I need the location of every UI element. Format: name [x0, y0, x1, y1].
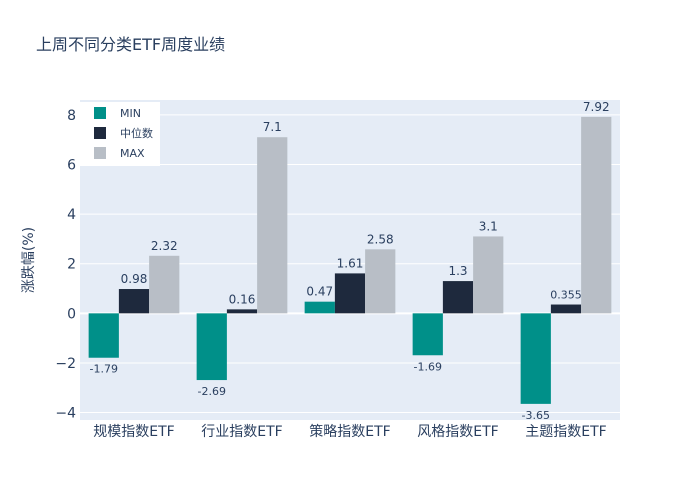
- x-tick-label: 风格指数ETF: [417, 424, 498, 440]
- x-tick-label: 策略指数ETF: [309, 423, 390, 440]
- data-label: 0.98: [121, 272, 148, 286]
- data-label: 1.61: [337, 256, 364, 270]
- data-label: -1.79: [90, 363, 118, 376]
- x-tick-label: 规模指数ETF: [93, 424, 174, 440]
- y-axis-ticks: −4 −2 0 2 4 6 8: [55, 108, 76, 422]
- x-tick-label: 主题指数ETF: [525, 424, 606, 440]
- bar[interactable]: [226, 309, 258, 314]
- bar[interactable]: [149, 255, 180, 314]
- legend[interactable]: MIN 中位数 MAX: [80, 102, 160, 166]
- legend-swatch[interactable]: [94, 147, 106, 159]
- legend-label[interactable]: 中位数: [120, 126, 153, 140]
- data-label: 7.92: [583, 100, 610, 114]
- data-label: 7.1: [263, 120, 282, 134]
- bar[interactable]: [196, 313, 227, 381]
- x-tick-label: 行业指数ETF: [201, 424, 282, 440]
- x-axis-ticks: 规模指数ETF 行业指数ETF 策略指数ETF 风格指数ETF 主题指数ETF: [93, 423, 606, 440]
- y-tick-label: −2: [55, 356, 76, 372]
- data-label: 1.3: [448, 264, 467, 278]
- bar[interactable]: [88, 313, 119, 358]
- y-tick-label: −4: [55, 406, 76, 422]
- y-axis-label: 涨跌幅(%): [21, 227, 37, 293]
- legend-box: [80, 102, 160, 166]
- y-tick-label: 6: [67, 157, 76, 173]
- y-tick-label: 2: [67, 257, 76, 273]
- bar[interactable]: [412, 313, 443, 356]
- legend-swatch[interactable]: [94, 127, 106, 139]
- bar[interactable]: [520, 313, 551, 404]
- legend-label[interactable]: MAX: [120, 147, 145, 160]
- bar[interactable]: [257, 137, 288, 314]
- bar[interactable]: [473, 236, 504, 314]
- bar[interactable]: [365, 249, 396, 314]
- data-labels: -1.79 0.98 2.32 -2.69 0.16 7.1 0.47 1.612.58 -1.…: [90, 100, 610, 422]
- bar[interactable]: [550, 304, 582, 314]
- chart-title: 上周不同分类ETF周度业绩: [36, 35, 225, 54]
- legend-label[interactable]: MIN: [120, 107, 141, 120]
- data-label: 0.47: [306, 285, 333, 299]
- bars: [88, 116, 612, 404]
- data-label: -3.65: [522, 409, 550, 422]
- bar[interactable]: [442, 281, 474, 314]
- data-label: 3.1: [479, 219, 498, 233]
- data-label: 2.58: [367, 232, 394, 246]
- y-tick-label: 0: [67, 306, 76, 322]
- bar[interactable]: [118, 289, 150, 314]
- bar[interactable]: [581, 116, 612, 314]
- y-tick-label: 4: [67, 207, 76, 223]
- data-label: 0.16: [229, 292, 256, 306]
- bar[interactable]: [304, 301, 335, 314]
- data-label: 0.355: [550, 289, 582, 302]
- data-label: -2.69: [198, 385, 226, 398]
- data-label: -1.69: [414, 360, 442, 373]
- data-label: 2.32: [151, 239, 178, 253]
- legend-swatch[interactable]: [94, 107, 106, 119]
- bar[interactable]: [334, 273, 366, 314]
- y-tick-label: 8: [67, 108, 76, 124]
